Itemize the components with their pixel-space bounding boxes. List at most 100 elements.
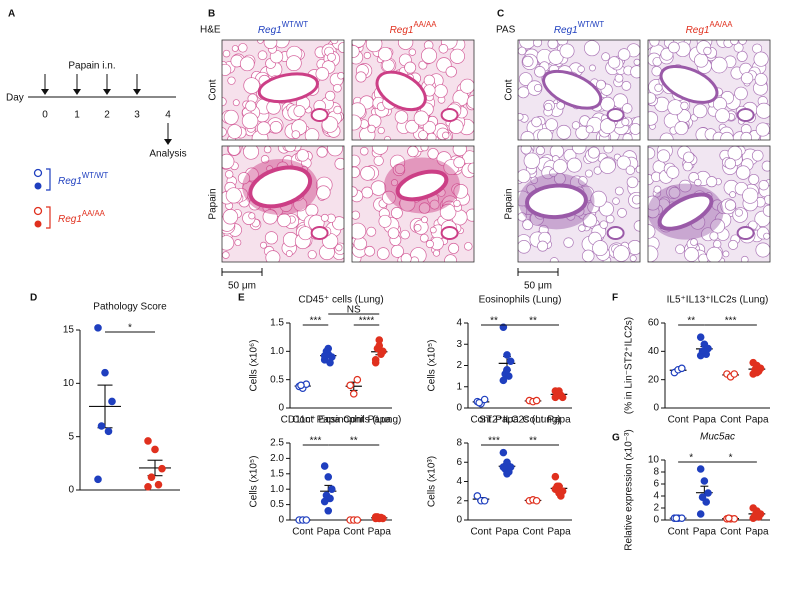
day-number: 2 [104,110,110,121]
alveolus [355,71,367,83]
alveolus [334,157,344,170]
alveolus [239,56,255,72]
alveolus [748,173,760,185]
alveolus [459,78,474,94]
alveolus [520,146,532,155]
x-tick-label: Cont [720,415,741,426]
alveolus [629,254,637,262]
alveolus [694,178,702,187]
data-point [506,357,515,366]
alveolus [585,169,593,178]
x-tick-label: Cont [292,415,313,426]
y-tick-label: 4 [456,476,462,487]
alveolus [361,186,374,199]
alveolus [390,207,403,219]
alveolus [387,227,400,239]
vessel [736,226,755,240]
alveolus [391,179,399,187]
data-point [480,496,489,505]
alveolus [668,41,680,54]
alveolus [577,65,585,73]
data-point [371,514,380,523]
alveolus [614,73,624,83]
alveolus [445,66,457,78]
data-point [473,492,482,500]
data-point [696,465,705,473]
data-point [700,347,709,356]
data-point [353,516,362,524]
frame [647,145,771,263]
alveolus [571,146,587,155]
alveolus [378,46,393,62]
y-tick-label: 0 [456,403,462,414]
alveolus [678,179,692,193]
alveolus [464,242,473,251]
alveolus [307,250,317,260]
micrograph [518,40,640,140]
x-tick-label: Papa [693,527,717,538]
frame [221,145,345,263]
data-point [677,364,686,373]
alveolus [736,165,751,180]
alveolus [533,40,543,48]
alveolus [751,149,764,162]
alveolus [533,83,543,93]
alveolus [692,103,708,119]
alveolus [578,224,586,232]
x-tick-label: Papa [745,527,769,538]
alveolus [262,209,278,225]
panel-label: G [612,433,620,444]
significance-label: **** [359,316,375,327]
y-tick-label: 1.0 [270,346,284,357]
data-point [499,463,508,471]
alveolus [421,216,428,224]
alveolus [321,116,339,133]
alveolus [442,131,450,140]
alveolus [231,45,239,52]
alveolus [754,72,768,86]
alveolus [452,146,467,157]
x-tick-label: Cont [522,415,543,426]
micrograph [352,40,474,140]
alveolus [518,212,527,222]
data-point [297,381,305,390]
alveolus [433,84,448,98]
data-point [147,473,156,482]
alveolus [371,146,389,155]
data-point [702,498,711,506]
y-tick-label: 1.0 [270,484,284,495]
genotype-allele: AA/AA [413,20,437,29]
alveolus [320,213,329,222]
alveolus [333,105,342,115]
data-point [326,358,334,367]
alveolus [753,51,769,67]
alveolus [518,169,531,184]
alveolus [729,191,737,198]
y-tick-label: 4 [456,318,462,329]
alveolus [413,110,429,126]
alveolus [552,159,568,174]
data-point [696,333,705,341]
alveolus [243,77,260,94]
alveolus [601,52,611,62]
alveolus [400,229,410,240]
alveolus [740,131,752,140]
alveolus [370,180,387,196]
vessel [310,108,329,122]
data-point [753,368,761,377]
row-label: Papain [504,188,515,219]
day-number: 3 [134,110,140,121]
alveolus [352,222,367,240]
row-label: Cont [504,79,515,100]
alveolus [713,239,722,249]
data-point [698,493,707,502]
scale-bar [517,268,559,276]
chart-title: CD11c⁺ Eosinophils (Lung) [281,415,402,426]
alveolus [648,245,659,262]
y-tick-label: 0 [68,485,74,496]
data-point [551,393,560,402]
alveolus [626,176,639,189]
alveolus [438,44,449,54]
frame [647,39,771,141]
alveolus [366,226,377,237]
